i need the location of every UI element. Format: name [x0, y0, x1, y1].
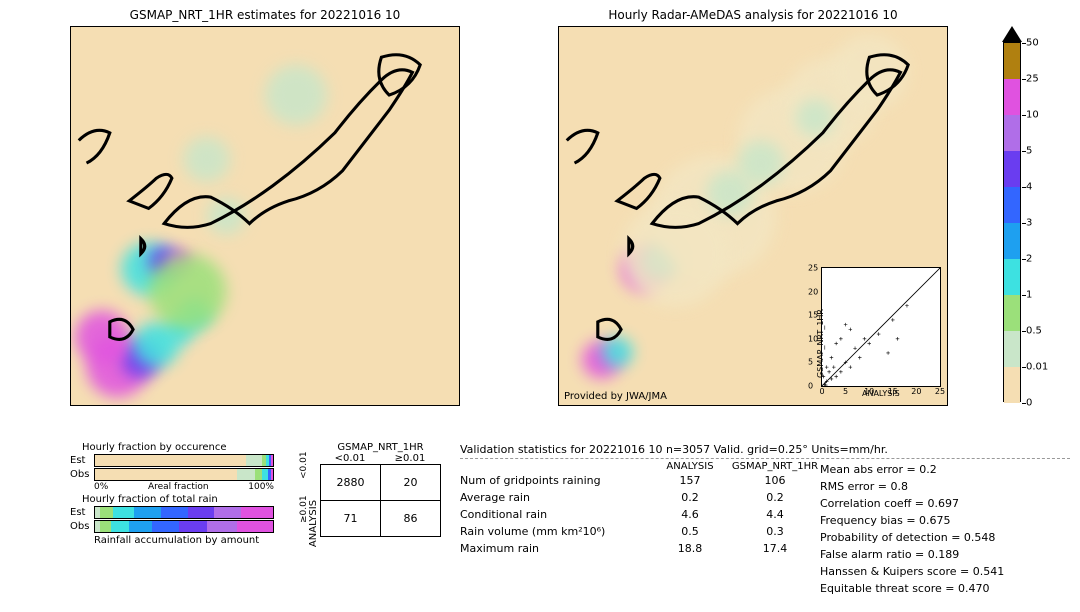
stat-score: Correlation coeff = 0.697: [820, 495, 1070, 512]
stat-val: 18.8: [650, 542, 730, 555]
colorbar-tick: 10: [1026, 110, 1039, 121]
occurrence-bar-obs: [94, 468, 274, 481]
obs-label: Obs: [70, 469, 94, 480]
totalrain-bar-est: [94, 506, 274, 519]
stats-title: Validation statistics for 20221016 10 n=…: [460, 443, 1070, 456]
colorbar: 00.010.512345102550: [1003, 26, 1022, 402]
cont-row-hdr-t: <0.01: [299, 451, 309, 479]
occurrence-title: Hourly fraction by occurence: [82, 442, 290, 453]
stat-label: Conditional rain: [460, 508, 650, 521]
left-map-frame: 125°E130°E135°E140°E145°E 25°N30°N35°N40…: [70, 26, 460, 406]
left-map-title: GSMAP_NRT_1HR estimates for 20221016 10: [70, 8, 460, 22]
right-map-frame: Provided by JWA/JMA GSMAP_NRT_1HR ANALYS…: [558, 26, 948, 406]
cont-row-hdr-b: ≥0.01: [299, 495, 309, 523]
stat-val: 17.4: [730, 542, 820, 555]
rainfall-acc-label: Rainfall accumulation by amount: [94, 535, 290, 546]
frac-axis-label: Areal fraction: [148, 482, 209, 492]
stat-label: Num of gridpoints raining: [460, 474, 650, 487]
colorbar-tick: 0.5: [1026, 326, 1042, 337]
coastline: [79, 55, 420, 340]
stat-val: 4.6: [650, 508, 730, 521]
stat-val: 157: [650, 474, 730, 487]
stat-score: RMS error = 0.8: [820, 478, 1070, 495]
right-map-panel: Hourly Radar-AMeDAS analysis for 2022101…: [558, 8, 948, 406]
colorbar-overflow-arrow: [1002, 26, 1022, 42]
totalrain-bar-obs: [94, 520, 274, 533]
colorbar-tick: 25: [1026, 74, 1039, 85]
colorbar-tick: 2: [1026, 254, 1032, 265]
stat-label: Rain volume (mm km²10⁶): [460, 525, 650, 538]
obs-label: Obs: [70, 521, 94, 532]
stat-val: 0.2: [730, 491, 820, 504]
est-label: Est: [70, 507, 94, 518]
cont-col-hdr-l: <0.01: [320, 453, 380, 464]
cont-cell: 86: [381, 501, 441, 537]
stat-val: 0.5: [650, 525, 730, 538]
right-map-title: Hourly Radar-AMeDAS analysis for 2022101…: [558, 8, 948, 22]
stats-col2-hdr: GSMAP_NRT_1HR: [730, 461, 820, 472]
stat-label: Average rain: [460, 491, 650, 504]
frac-axis-0: 0%: [94, 482, 108, 492]
total-rain-title: Hourly fraction of total rain: [82, 494, 290, 505]
stat-score: False alarm ratio = 0.189: [820, 546, 1070, 563]
colorbar-tick: 4: [1026, 182, 1032, 193]
cont-col-hdr-r: ≥0.01: [380, 453, 440, 464]
colorbar-tick: 50: [1026, 38, 1039, 49]
cont-row-title: ANALYSIS: [308, 500, 319, 547]
validation-stats: Validation statistics for 20221016 10 n=…: [460, 443, 1070, 597]
stat-score: Hanssen & Kuipers score = 0.541: [820, 563, 1070, 580]
est-label: Est: [70, 455, 94, 466]
frac-axis-100: 100%: [248, 482, 274, 492]
cont-cells: 288020 7186: [320, 464, 441, 537]
stat-val: 106: [730, 474, 820, 487]
occurrence-bar-est: [94, 454, 274, 467]
cont-col-title: GSMAP_NRT_1HR: [320, 442, 441, 453]
contingency-table: GSMAP_NRT_1HR <0.01 ≥0.01 ANALYSIS <0.01…: [300, 442, 441, 537]
stat-score: Mean abs error = 0.2: [820, 461, 1070, 478]
stat-val: 0.2: [650, 491, 730, 504]
colorbar-tick: 0.01: [1026, 362, 1048, 373]
stat-score: Probability of detection = 0.548: [820, 529, 1070, 546]
colorbar-tick: 0: [1026, 398, 1032, 409]
cont-cell: 71: [321, 501, 381, 537]
stat-val: 4.4: [730, 508, 820, 521]
stat-val: 0.3: [730, 525, 820, 538]
colorbar-tick: 5: [1026, 146, 1032, 157]
stat-label: Maximum rain: [460, 542, 650, 555]
stat-score: Frequency bias = 0.675: [820, 512, 1070, 529]
cont-cell: 20: [381, 465, 441, 501]
scatter-inset: GSMAP_NRT_1HR ANALYSIS 0510152025 051015…: [821, 267, 941, 387]
fraction-bars-panel: Hourly fraction by occurence Est Obs 0% A…: [70, 440, 290, 547]
colorbar-tick: 3: [1026, 218, 1032, 229]
stat-score: Equitable threat score = 0.470: [820, 580, 1070, 597]
colorbar-tick: 1: [1026, 290, 1032, 301]
cont-cell: 2880: [321, 465, 381, 501]
provided-by-label: Provided by JWA/JMA: [564, 391, 667, 402]
left-map-panel: GSMAP_NRT_1HR estimates for 20221016 10 …: [70, 8, 460, 406]
stats-col1-hdr: ANALYSIS: [650, 461, 730, 472]
